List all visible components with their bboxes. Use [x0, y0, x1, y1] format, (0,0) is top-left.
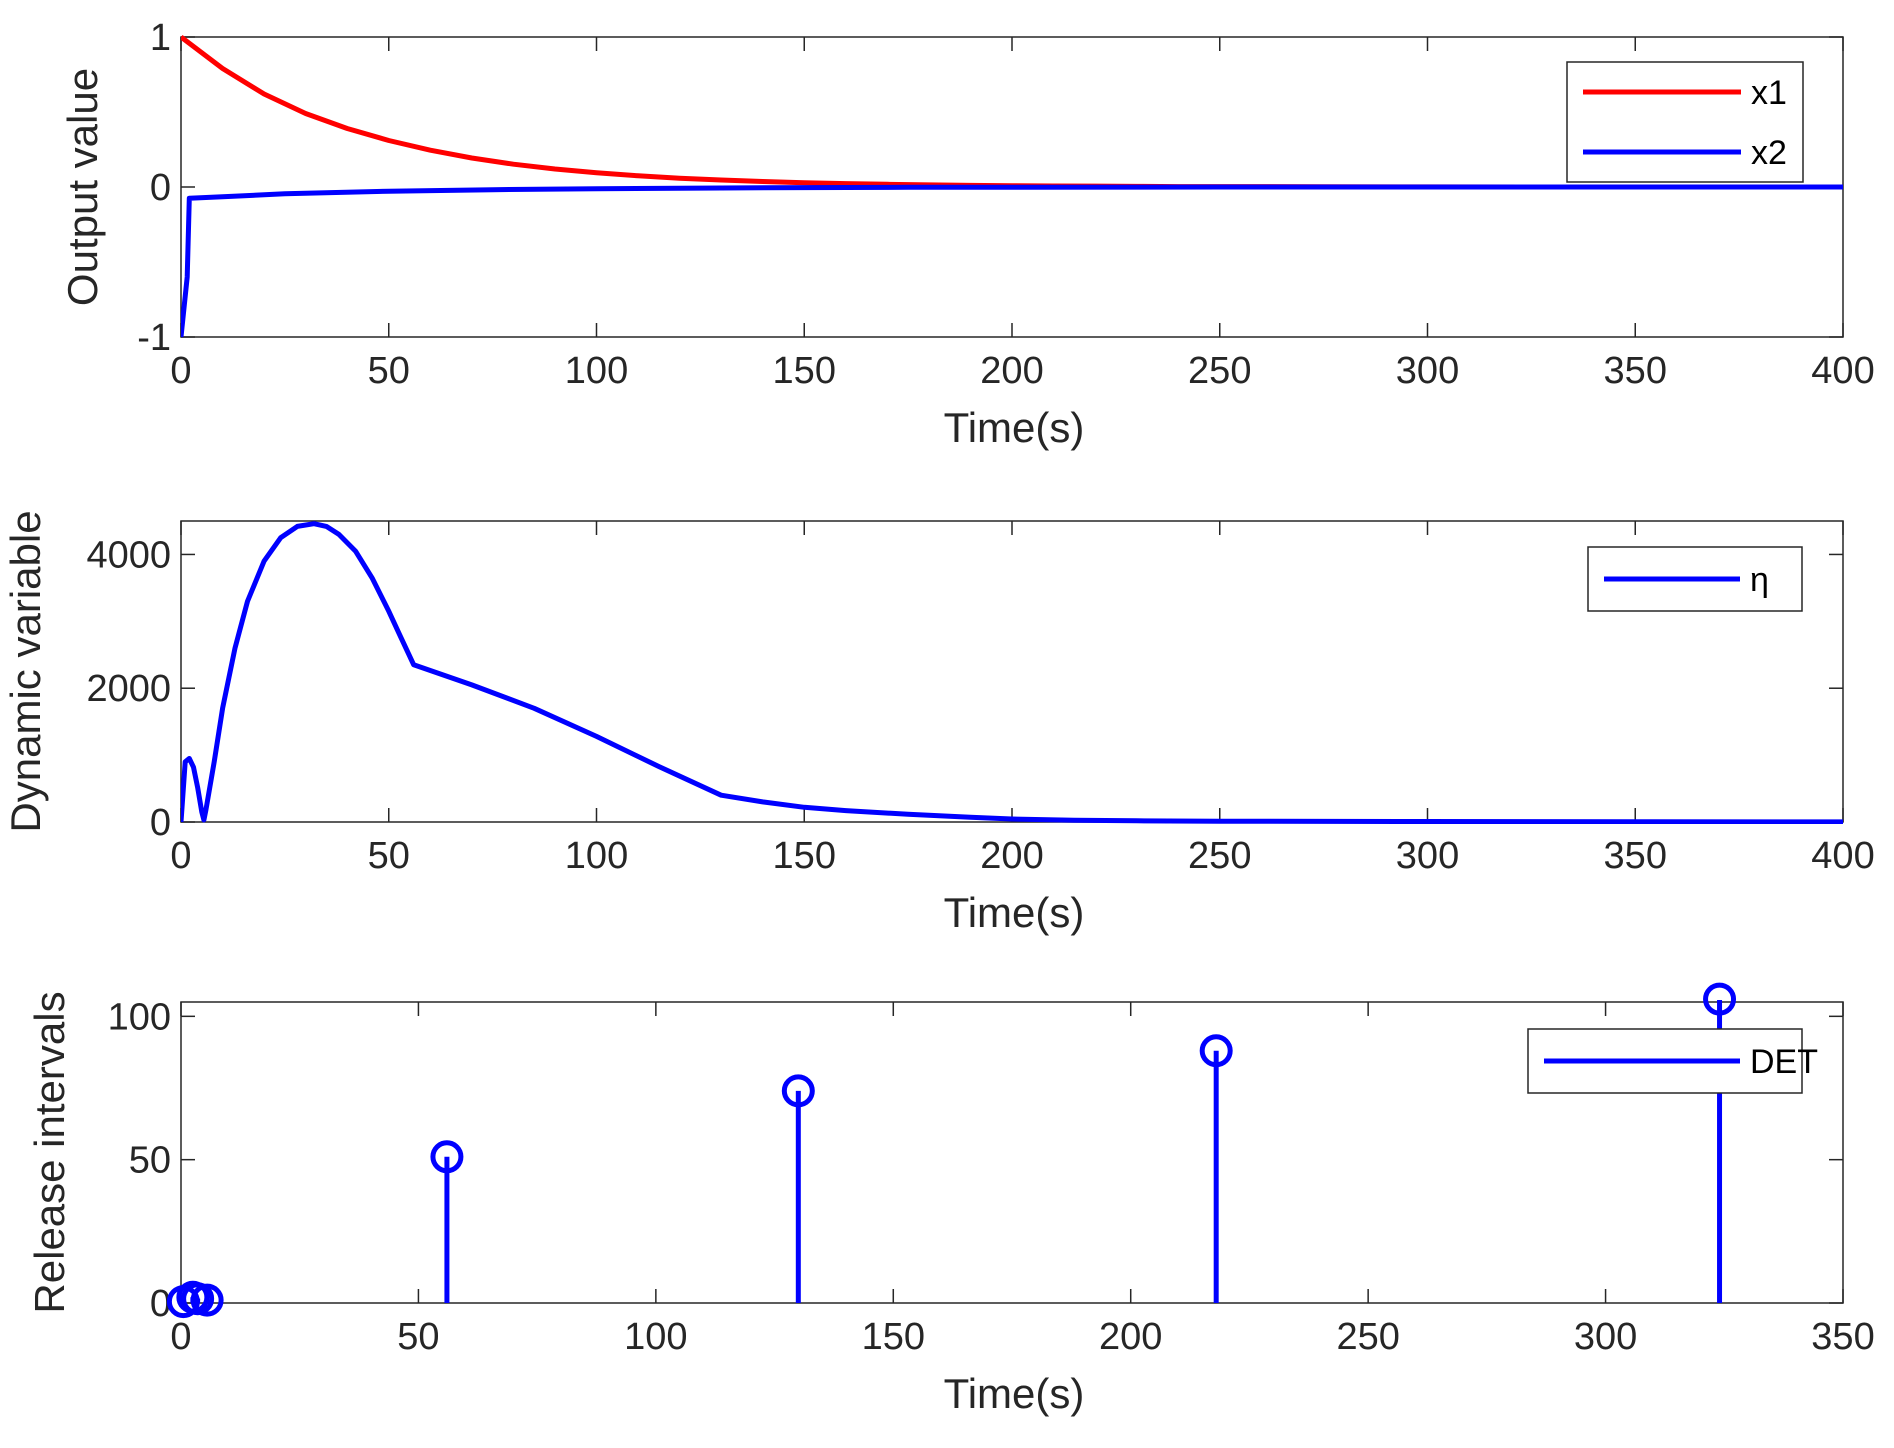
- x-tick-label: 50: [368, 835, 410, 877]
- x-tick-label: 0: [170, 1316, 191, 1358]
- legend-label: η: [1750, 561, 1769, 599]
- x-tick-label: 200: [980, 350, 1043, 392]
- x-tick-label: 0: [170, 350, 191, 392]
- y-tick-label: 2000: [86, 668, 171, 710]
- x-tick-label: 300: [1574, 1316, 1637, 1358]
- x-tick-label: 350: [1604, 350, 1667, 392]
- x-tick-label: 400: [1811, 835, 1874, 877]
- y-tick-label: 0: [150, 802, 171, 844]
- axes-frame: [180, 520, 1844, 823]
- x-tick-label: 150: [862, 1316, 925, 1358]
- series-line-x2: [181, 184, 1843, 338]
- legend-label: x2: [1751, 134, 1787, 172]
- x-tick-label: 0: [170, 835, 191, 877]
- x-tick-label: 250: [1188, 835, 1251, 877]
- subplot-3: 0 50 100 150 200 250 300 350 0 50 100 Time(s) Releas…: [26, 982, 1875, 1417]
- legend-label: DET: [1750, 1043, 1818, 1081]
- y-axis-label: Dynamic variable: [2, 510, 49, 832]
- x-tick-label: 200: [1099, 1316, 1162, 1358]
- y-axis-label: Output value: [59, 68, 106, 306]
- x-tick-label: 400: [1811, 350, 1874, 392]
- x-tick-label: 150: [773, 835, 836, 877]
- x-tick-label: 350: [1811, 1316, 1874, 1358]
- x-tick-label: 50: [397, 1316, 439, 1358]
- y-axis-label: Release intervals: [26, 991, 73, 1313]
- series-line-η: [181, 521, 1843, 824]
- x-tick-label: 300: [1396, 350, 1459, 392]
- y-tick-label: 0: [150, 167, 171, 209]
- stem-marker: [781, 1074, 815, 1108]
- x-tick-label: 350: [1604, 835, 1667, 877]
- y-tick-label: 50: [129, 1140, 171, 1182]
- plot-area: [181, 35, 1843, 338]
- x-axis-label: Time(s): [944, 404, 1085, 451]
- stem-marker: [1199, 1034, 1233, 1068]
- x-tick-label: 250: [1188, 350, 1251, 392]
- plot-area: [181, 521, 1843, 824]
- x-tick-label: 50: [368, 350, 410, 392]
- legend: η: [1587, 546, 1803, 612]
- x-tick-label: 100: [624, 1316, 687, 1358]
- stem-marker: [1703, 982, 1737, 1016]
- stem-marker: [430, 1140, 464, 1174]
- y-tick-label: -1: [137, 317, 171, 359]
- x-tick-label: 300: [1396, 835, 1459, 877]
- legend: DET: [1527, 1028, 1818, 1094]
- y-tick-label: 0: [150, 1283, 171, 1325]
- x-tick-label: 200: [980, 835, 1043, 877]
- legend-box: [1566, 61, 1804, 183]
- x-axis-label: Time(s): [944, 889, 1085, 936]
- legend-label: x1: [1751, 74, 1787, 112]
- x-tick-label: 100: [565, 835, 628, 877]
- subplot-1: 0 50 100 150 200 250 300 350 400-101Time(s)Outpu…: [59, 17, 1875, 451]
- x-tick-label: 100: [565, 350, 628, 392]
- stem-marker: [190, 1283, 224, 1317]
- x-axis-label: Time(s): [944, 1370, 1085, 1417]
- legend: x1 x2: [1566, 61, 1804, 183]
- subplots: 0 50 100 150 200 250 300 350 400-101Time(s)Outpu…: [2, 17, 1875, 1417]
- y-tick-label: 1: [150, 17, 171, 59]
- y-tick-label: 4000: [86, 534, 171, 576]
- subplot-2: 0 50 100 150 200 250 300 350 400020004000Time(s)…: [2, 510, 1875, 936]
- x-tick-label: 150: [773, 350, 836, 392]
- y-tick-label: 100: [108, 996, 171, 1038]
- x-tick-label: 250: [1336, 1316, 1399, 1358]
